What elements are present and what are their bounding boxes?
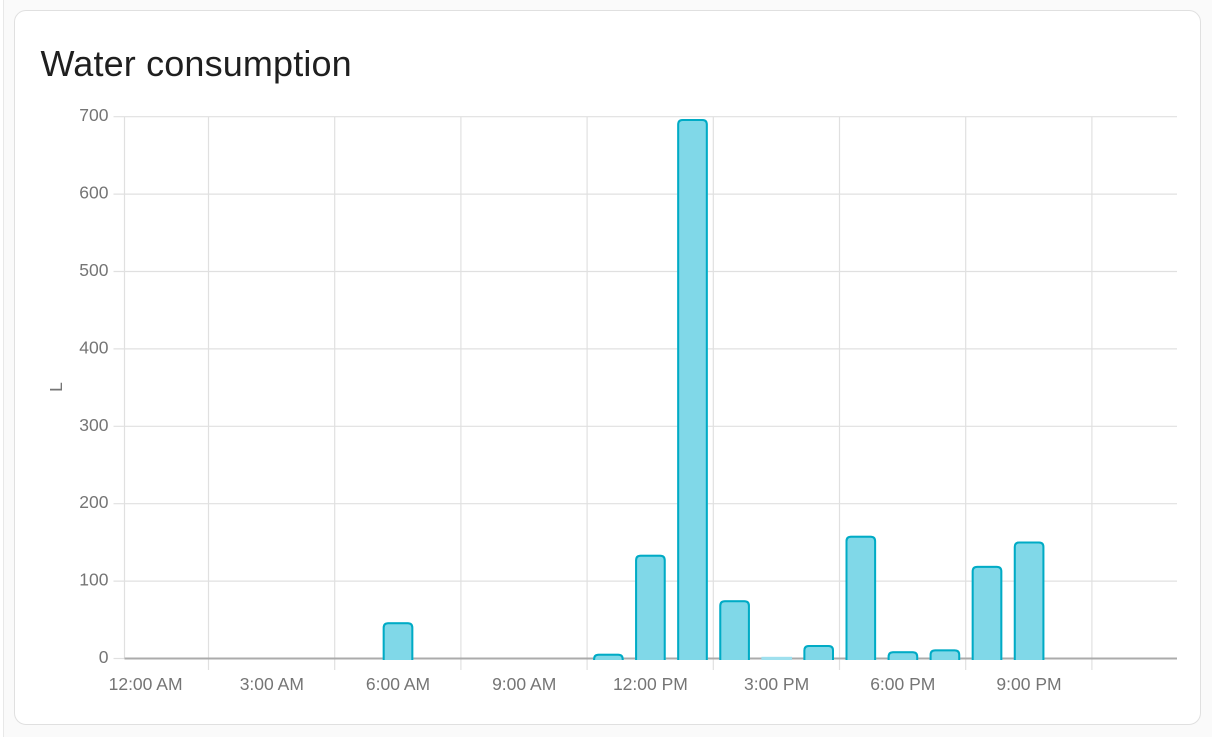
svg-text:200: 200 bbox=[79, 492, 108, 512]
svg-text:100: 100 bbox=[79, 570, 108, 590]
svg-text:6:00 AM: 6:00 AM bbox=[366, 674, 430, 694]
svg-text:9:00 PM: 9:00 PM bbox=[996, 674, 1061, 694]
svg-text:600: 600 bbox=[79, 183, 108, 203]
svg-text:0: 0 bbox=[99, 647, 109, 667]
svg-text:3:00 AM: 3:00 AM bbox=[240, 674, 304, 694]
svg-text:500: 500 bbox=[79, 260, 108, 280]
svg-text:6:00 PM: 6:00 PM bbox=[870, 674, 935, 694]
svg-text:700: 700 bbox=[79, 105, 108, 125]
svg-text:400: 400 bbox=[79, 337, 108, 357]
svg-text:12:00 AM: 12:00 AM bbox=[109, 674, 183, 694]
svg-text:3:00 PM: 3:00 PM bbox=[744, 674, 809, 694]
svg-text:12:00 PM: 12:00 PM bbox=[613, 674, 688, 694]
svg-text:9:00 AM: 9:00 AM bbox=[492, 674, 556, 694]
svg-text:L: L bbox=[46, 382, 66, 392]
svg-text:300: 300 bbox=[79, 415, 108, 435]
